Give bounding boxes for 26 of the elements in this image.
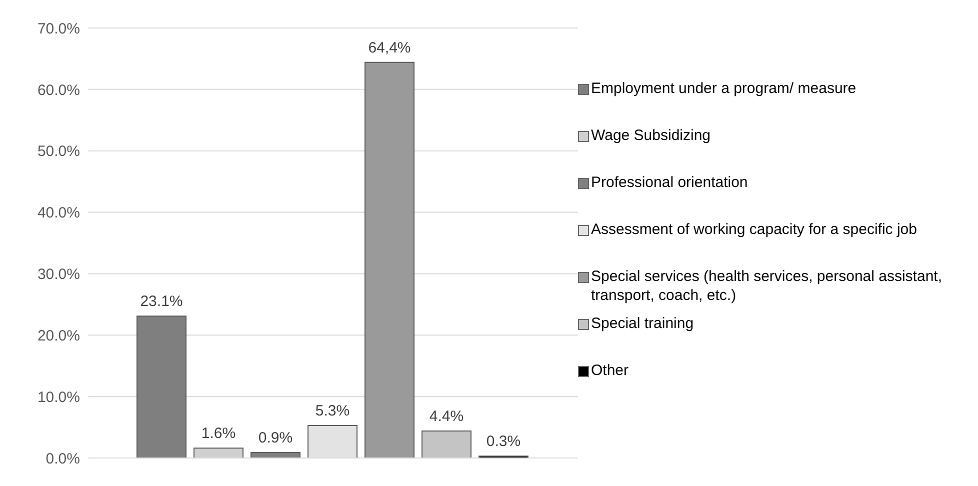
data-label: 0.9%	[258, 429, 293, 446]
data-label: 0.3%	[486, 433, 521, 450]
y-tick-label: 10.0%	[37, 388, 80, 406]
legend-label: Assessment of working capacity for a specific job	[591, 220, 917, 238]
legend-label: Other	[591, 360, 629, 380]
legend-label: Professional orientation	[591, 172, 748, 192]
legend-label: Wage Subsidizing	[591, 126, 711, 144]
data-label: 64,4%	[368, 39, 411, 56]
y-tick-label: 60.0%	[37, 82, 80, 99]
y-tick-label: 40.0%	[37, 204, 80, 222]
bar	[136, 316, 186, 458]
data-label: 5.3%	[315, 402, 350, 420]
y-tick-label: 0.0%	[46, 450, 80, 468]
y-tick-label: 50.0%	[37, 143, 80, 160]
bar	[250, 452, 300, 458]
legend-label: Employment under a program/ measure	[591, 78, 856, 98]
y-tick-label: 70.0%	[37, 20, 80, 38]
y-tick-label: 20.0%	[37, 327, 80, 344]
data-label: 1.6%	[201, 425, 236, 442]
data-label: 23.1%	[140, 293, 183, 310]
legend-label: Special training	[591, 314, 694, 332]
bar	[422, 430, 472, 458]
data-label: 4.4%	[429, 408, 464, 425]
y-tick-label: 30.0%	[37, 266, 80, 284]
bar	[364, 62, 414, 458]
legend-label: Special services (health services, personal assistant, transport, coach, etc.)	[591, 266, 943, 304]
